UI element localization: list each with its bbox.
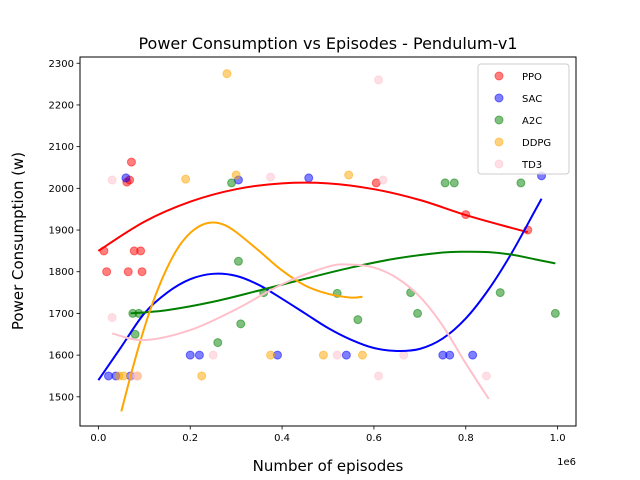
data-point-a2c xyxy=(449,178,459,188)
data-point-sac xyxy=(194,350,204,360)
legend-marker-td3 xyxy=(494,159,504,169)
y-tick-label: 2300 xyxy=(49,59,74,70)
legend-marker-ddpg xyxy=(494,137,504,147)
data-point-td3 xyxy=(132,371,142,381)
data-point-td3 xyxy=(107,313,117,323)
data-point-ddpg xyxy=(344,170,354,180)
data-point-ddpg xyxy=(357,350,367,360)
fit-line-td3 xyxy=(111,263,490,400)
data-point-sac xyxy=(304,173,314,183)
y-tick-label: 1800 xyxy=(49,267,74,278)
legend-marker-sac xyxy=(494,93,504,103)
x-tick-label: 0.6 xyxy=(366,433,382,444)
y-axis: 1500 1600 1700 1800 1900 2000 2100 2200 2300 xyxy=(49,59,80,403)
x-axis-offset-label: 1e6 xyxy=(557,457,576,468)
data-point-ddpg xyxy=(231,170,241,180)
data-point-a2c xyxy=(130,329,140,339)
data-point-ddpg xyxy=(266,350,276,360)
y-tick-label: 1900 xyxy=(49,226,74,237)
y-tick-label: 2000 xyxy=(49,184,74,195)
legend: PPO SAC A2C DDPG TD3 xyxy=(477,63,570,175)
legend-box xyxy=(477,63,570,175)
x-tick-label: 0.0 xyxy=(90,433,106,444)
data-point-td3 xyxy=(399,350,409,360)
x-axis-label: Number of episodes xyxy=(253,457,404,475)
plot-frame xyxy=(79,56,577,427)
legend-label-ppo: PPO xyxy=(522,72,542,83)
data-point-ddpg xyxy=(318,350,328,360)
x-tick-label: 0.4 xyxy=(274,433,290,444)
data-point-a2c xyxy=(213,338,223,348)
legend-label-ddpg: DDPG xyxy=(522,138,551,149)
data-point-ddpg xyxy=(119,371,129,381)
fit-line-a2c xyxy=(130,250,556,315)
fit-line-ppo xyxy=(97,181,529,252)
data-point-a2c xyxy=(440,178,450,188)
data-point-sac xyxy=(103,371,113,381)
data-point-td3 xyxy=(332,350,342,360)
y-tick-label: 1500 xyxy=(49,392,74,403)
data-point-td3 xyxy=(266,172,276,182)
data-point-td3 xyxy=(481,371,491,381)
data-point-ddpg xyxy=(181,174,191,184)
x-axis: 0.0 0.2 0.4 0.6 0.8 1.0 xyxy=(90,426,566,444)
data-point-sac xyxy=(341,350,351,360)
data-point-sac xyxy=(468,350,478,360)
data-point-ppo xyxy=(123,267,133,277)
legend-label-td3: TD3 xyxy=(521,160,542,171)
y-tick-label: 1700 xyxy=(49,309,74,320)
data-point-sac xyxy=(121,173,131,183)
data-point-ddpg xyxy=(197,371,207,381)
data-point-td3 xyxy=(107,175,117,185)
x-tick-label: 0.8 xyxy=(458,433,474,444)
data-point-ppo xyxy=(136,246,146,256)
legend-label-a2c: A2C xyxy=(522,116,542,127)
data-point-ppo xyxy=(137,267,147,277)
data-point-td3 xyxy=(374,75,384,85)
data-point-td3 xyxy=(378,175,388,185)
data-point-a2c xyxy=(516,178,526,188)
data-point-ppo xyxy=(102,267,112,277)
data-point-a2c xyxy=(413,308,423,318)
data-point-a2c xyxy=(233,256,243,266)
legend-label-sac: SAC xyxy=(522,94,542,105)
data-point-sac xyxy=(185,350,195,360)
data-point-a2c xyxy=(495,288,505,298)
data-point-ddpg xyxy=(222,69,232,79)
data-point-td3 xyxy=(208,350,218,360)
chart-title: Power Consumption vs Episodes - Pendulum… xyxy=(138,34,517,53)
data-point-a2c xyxy=(353,315,363,325)
legend-marker-ppo xyxy=(494,71,504,81)
data-point-a2c xyxy=(550,308,560,318)
x-tick-label: 1.0 xyxy=(550,433,566,444)
series-sac-points xyxy=(103,171,547,381)
fit-line-ddpg xyxy=(120,221,363,412)
legend-marker-a2c xyxy=(494,115,504,125)
x-tick-label: 0.2 xyxy=(182,433,198,444)
y-tick-label: 2200 xyxy=(49,100,74,111)
data-point-a2c xyxy=(236,319,246,329)
data-point-sac xyxy=(445,350,455,360)
y-tick-label: 1600 xyxy=(49,351,74,362)
y-tick-label: 2100 xyxy=(49,142,74,153)
y-axis-label: Power Consumption (w) xyxy=(9,152,27,330)
plot-area xyxy=(97,69,560,412)
data-point-td3 xyxy=(374,371,384,381)
data-point-ppo xyxy=(126,157,136,167)
fit-line-sac xyxy=(97,198,543,381)
data-point-a2c xyxy=(227,178,237,188)
